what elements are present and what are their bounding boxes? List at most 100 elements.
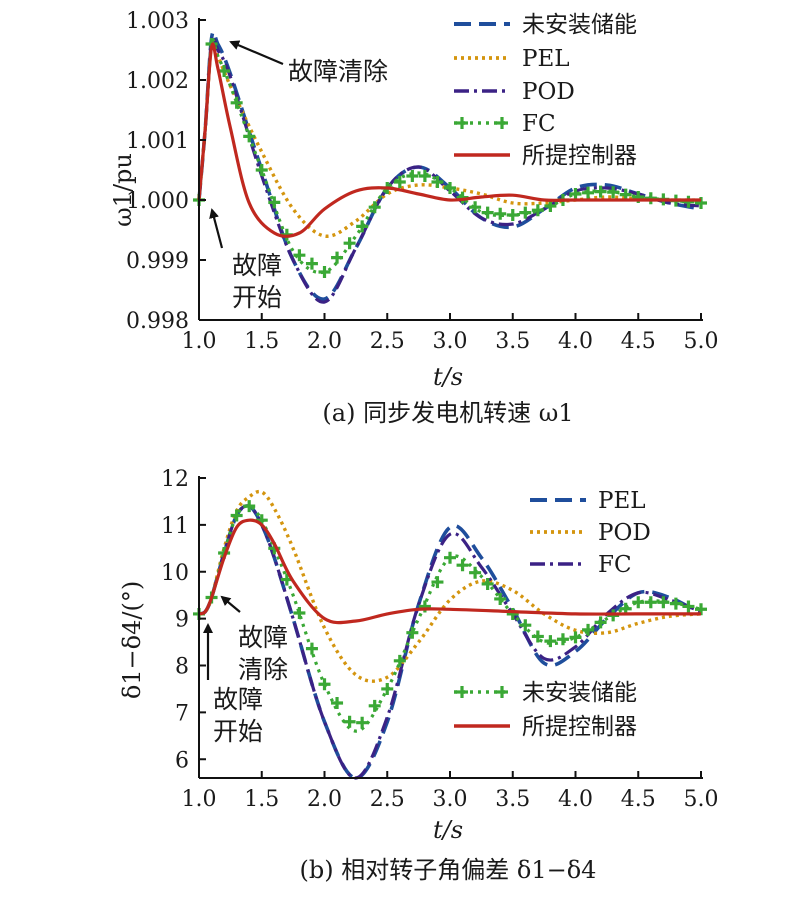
plus-marker — [305, 257, 318, 270]
plus-marker — [293, 249, 306, 262]
y-tick-label: 10 — [161, 561, 189, 586]
series-line-5 — [197, 42, 701, 238]
x-tick-label: 5.0 — [684, 329, 719, 354]
legend-label: PEL — [522, 46, 570, 72]
x-tick-label: 1.5 — [244, 787, 279, 812]
plus-marker — [594, 185, 607, 198]
plus-marker — [481, 206, 494, 219]
plus-marker — [444, 182, 456, 194]
x-tick-label: 1.5 — [244, 329, 279, 354]
legend-label: FC — [598, 552, 632, 578]
plus-marker — [318, 678, 331, 691]
y-tick-label: 0.999 — [126, 249, 189, 274]
plus-marker — [243, 500, 256, 513]
plus-marker — [496, 117, 508, 129]
annotation-fault-start-line2: 开始 — [213, 717, 263, 746]
plus-marker — [544, 635, 557, 648]
y-tick-label: 9 — [175, 608, 189, 633]
plus-marker — [444, 551, 456, 564]
annotation-arrow — [229, 40, 284, 66]
plus-marker — [418, 170, 431, 182]
x-tick-label: 5.0 — [684, 787, 719, 812]
x-tick-label: 4.5 — [621, 787, 656, 812]
chart-b-annotations: 故障 清除 故障 开始 — [203, 595, 288, 746]
x-tick-label: 4.0 — [558, 329, 593, 354]
plus-marker — [481, 577, 494, 590]
plus-marker — [494, 592, 507, 605]
chart-b-axes: 1.0 1.5 2.0 2.5 3.0 3.5 4.0 4.5 5.0 6 7 8 9 10 11 12 — [161, 467, 719, 812]
plus-marker — [531, 630, 544, 643]
chart-a-speed: 1.0 1.5 2.0 2.5 3.0 3.5 4.0 4.5 5.0 0.998 0.999 1.0… — [109, 9, 719, 427]
x-tick-label: 2.5 — [370, 329, 405, 354]
plus-marker — [293, 607, 306, 619]
plus-marker — [381, 682, 394, 695]
plus-marker — [556, 633, 569, 646]
y-tick-label: 7 — [175, 701, 189, 726]
chart-a-annotations: 故障清除 故障 开始 — [209, 40, 388, 312]
plus-marker — [644, 596, 657, 609]
legend-label: 未安装储能 — [522, 12, 637, 38]
annotation-fault-start-line2: 开始 — [232, 283, 282, 312]
annotation-arrow — [220, 595, 241, 613]
annotation-arrow — [209, 208, 224, 249]
plus-marker — [682, 600, 695, 613]
chart-b-caption: (b) 相对转子角偏差 δ1−δ4 — [300, 856, 597, 884]
plus-marker — [519, 619, 532, 632]
plus-marker — [657, 596, 670, 609]
plus-marker — [632, 596, 645, 609]
plus-marker — [644, 192, 657, 205]
legend-label: FC — [522, 111, 556, 137]
x-tick-label: 3.5 — [495, 787, 530, 812]
plus-marker — [607, 186, 620, 199]
plus-marker — [343, 715, 356, 728]
x-tick-label: 2.5 — [370, 787, 405, 812]
plus-marker — [243, 130, 256, 143]
legend-label: 未安装储能 — [522, 680, 637, 706]
plus-marker — [406, 626, 419, 639]
chart-b-plot — [193, 489, 707, 780]
plus-marker — [230, 96, 243, 109]
y-tick-label: 0.998 — [126, 309, 189, 334]
chart-a-x-axis-label: t/s — [433, 363, 463, 391]
x-tick-label: 3.0 — [433, 787, 468, 812]
plus-marker — [305, 642, 318, 655]
plus-marker — [255, 164, 268, 176]
plus-marker — [393, 654, 406, 667]
plus-marker — [331, 697, 344, 709]
annotation-fault-start-line1: 故障 — [232, 251, 282, 280]
x-tick-label: 2.0 — [307, 329, 342, 354]
chart-b-rotor-angle: 1.0 1.5 2.0 2.5 3.0 3.5 4.0 4.5 5.0 6 7 8 9 10 11 12 PE… — [118, 467, 719, 884]
plus-marker — [368, 201, 381, 214]
x-tick-label: 1.0 — [182, 787, 217, 812]
plus-marker — [569, 188, 582, 200]
legend-label: POD — [522, 79, 575, 105]
plus-marker — [356, 220, 369, 233]
x-tick-label: 1.0 — [182, 329, 217, 354]
legend-label: 所提控制器 — [522, 714, 637, 740]
plus-marker — [494, 207, 507, 220]
chart-b-x-axis-label: t/s — [433, 816, 463, 844]
legend-label: PEL — [598, 488, 646, 514]
plus-marker — [406, 170, 419, 182]
plus-marker — [331, 251, 344, 264]
x-tick-label: 3.5 — [495, 329, 530, 354]
plus-marker — [368, 699, 381, 712]
y-tick-label: 11 — [161, 514, 189, 539]
x-tick-label: 4.5 — [621, 329, 656, 354]
chart-a-y-axis-label: ω1/pu — [109, 153, 137, 227]
plus-marker — [569, 631, 582, 644]
plus-marker — [506, 607, 519, 620]
plus-marker — [682, 195, 695, 208]
plus-marker — [469, 201, 482, 214]
annotation-fault-cleared: 故障清除 — [288, 57, 388, 86]
annotation-fault-start-line1: 故障 — [213, 685, 263, 714]
chart-a-axes: 1.0 1.5 2.0 2.5 3.0 3.5 4.0 4.5 5.0 0.998 0.999 1.0… — [126, 9, 718, 354]
series-line-5 — [198, 518, 701, 625]
plus-marker — [393, 176, 406, 188]
plus-marker — [268, 196, 281, 209]
y-tick-label: 1.003 — [126, 9, 189, 34]
y-tick-label: 1.000 — [126, 189, 189, 214]
legend-label: 所提控制器 — [522, 143, 637, 169]
plus-marker — [519, 206, 532, 219]
